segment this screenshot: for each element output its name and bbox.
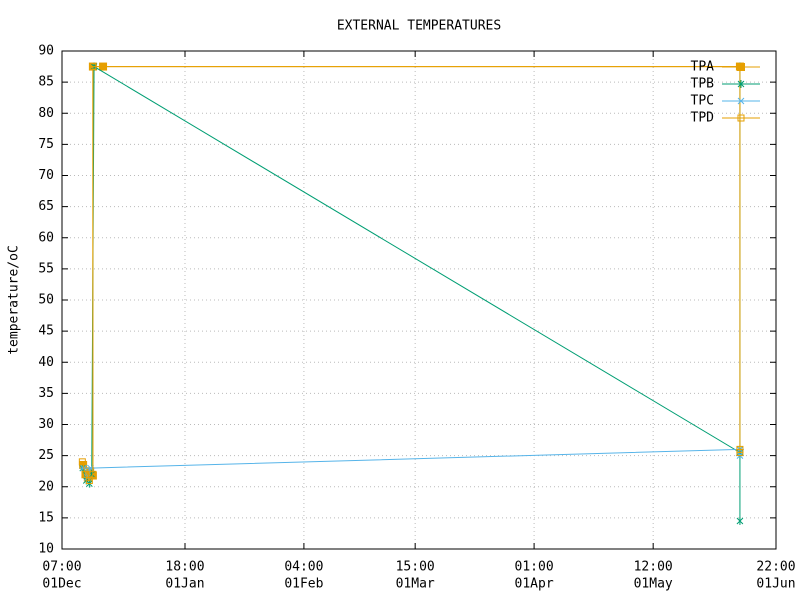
series-line — [82, 66, 740, 479]
marker — [736, 449, 744, 457]
marker — [78, 458, 86, 466]
legend-marker — [737, 114, 745, 122]
x-tick-label: 01Feb — [284, 577, 323, 592]
x-tick-label: 04:00 — [284, 560, 323, 575]
x-tick-label: 12:00 — [634, 560, 673, 575]
x-tick-label: 07:00 — [42, 560, 81, 575]
point — [89, 470, 97, 478]
point — [85, 477, 93, 485]
x-tick-label: 01Mar — [396, 577, 435, 592]
marker — [737, 80, 745, 88]
legend-label: TPB — [691, 77, 715, 92]
legend-label: TPC — [691, 94, 714, 109]
x-tick-label: 22:00 — [756, 560, 795, 575]
series-line — [81, 66, 741, 482]
y-tick-label: 25 — [38, 448, 54, 463]
marker — [736, 516, 744, 525]
legend-label: TPD — [691, 111, 715, 126]
y-tick-label: 90 — [38, 44, 54, 59]
legend-marker — [737, 97, 745, 105]
chart-title: EXTERNAL TEMPERATURES — [337, 19, 501, 34]
y-tick-label: 10 — [38, 542, 54, 557]
legend-marker — [737, 63, 745, 71]
point — [89, 63, 97, 71]
point — [737, 114, 745, 122]
y-tick-label: 30 — [38, 417, 54, 432]
marker — [737, 114, 745, 122]
plot-frame — [61, 50, 777, 550]
y-tick-label: 85 — [38, 75, 54, 90]
y-tick-label: 65 — [38, 199, 54, 214]
series-line — [82, 65, 741, 521]
marker — [89, 470, 97, 478]
point — [737, 97, 745, 105]
y-tick-label: 55 — [38, 261, 54, 276]
point — [736, 516, 744, 525]
marker — [737, 97, 745, 105]
point — [81, 470, 89, 478]
point — [736, 449, 744, 457]
y-tick-label: 20 — [38, 479, 54, 494]
x-tick-label: 01May — [634, 577, 673, 592]
x-tick-label: 01Apr — [515, 577, 554, 592]
series-line — [83, 448, 741, 479]
marker — [737, 63, 745, 71]
x-tick-label: 01Jun — [756, 577, 795, 592]
x-tick-label: 15:00 — [396, 560, 435, 575]
y-tick-label: 45 — [38, 324, 54, 339]
x-tick-label: 01Jan — [165, 577, 204, 592]
x-tick-label: 01Dec — [42, 577, 81, 592]
x-tick-label: 18:00 — [165, 560, 204, 575]
legend-marker — [737, 80, 745, 88]
y-tick-label: 35 — [38, 386, 54, 401]
marker — [85, 477, 93, 485]
y-axis-label: temperature/oC — [7, 245, 22, 355]
x-tick-label: 01:00 — [515, 560, 554, 575]
legend-label: TPA — [691, 60, 715, 75]
y-tick-label: 40 — [38, 355, 54, 370]
y-tick-label: 60 — [38, 230, 54, 245]
y-tick-label: 75 — [38, 137, 54, 152]
y-tick-label: 80 — [38, 106, 54, 121]
point — [737, 63, 745, 71]
y-tick-label: 50 — [38, 293, 54, 308]
point — [78, 458, 86, 466]
marker — [89, 63, 97, 71]
y-tick-label: 15 — [38, 510, 54, 525]
y-tick-label: 70 — [38, 168, 54, 183]
marker — [81, 470, 89, 478]
point — [737, 80, 745, 88]
